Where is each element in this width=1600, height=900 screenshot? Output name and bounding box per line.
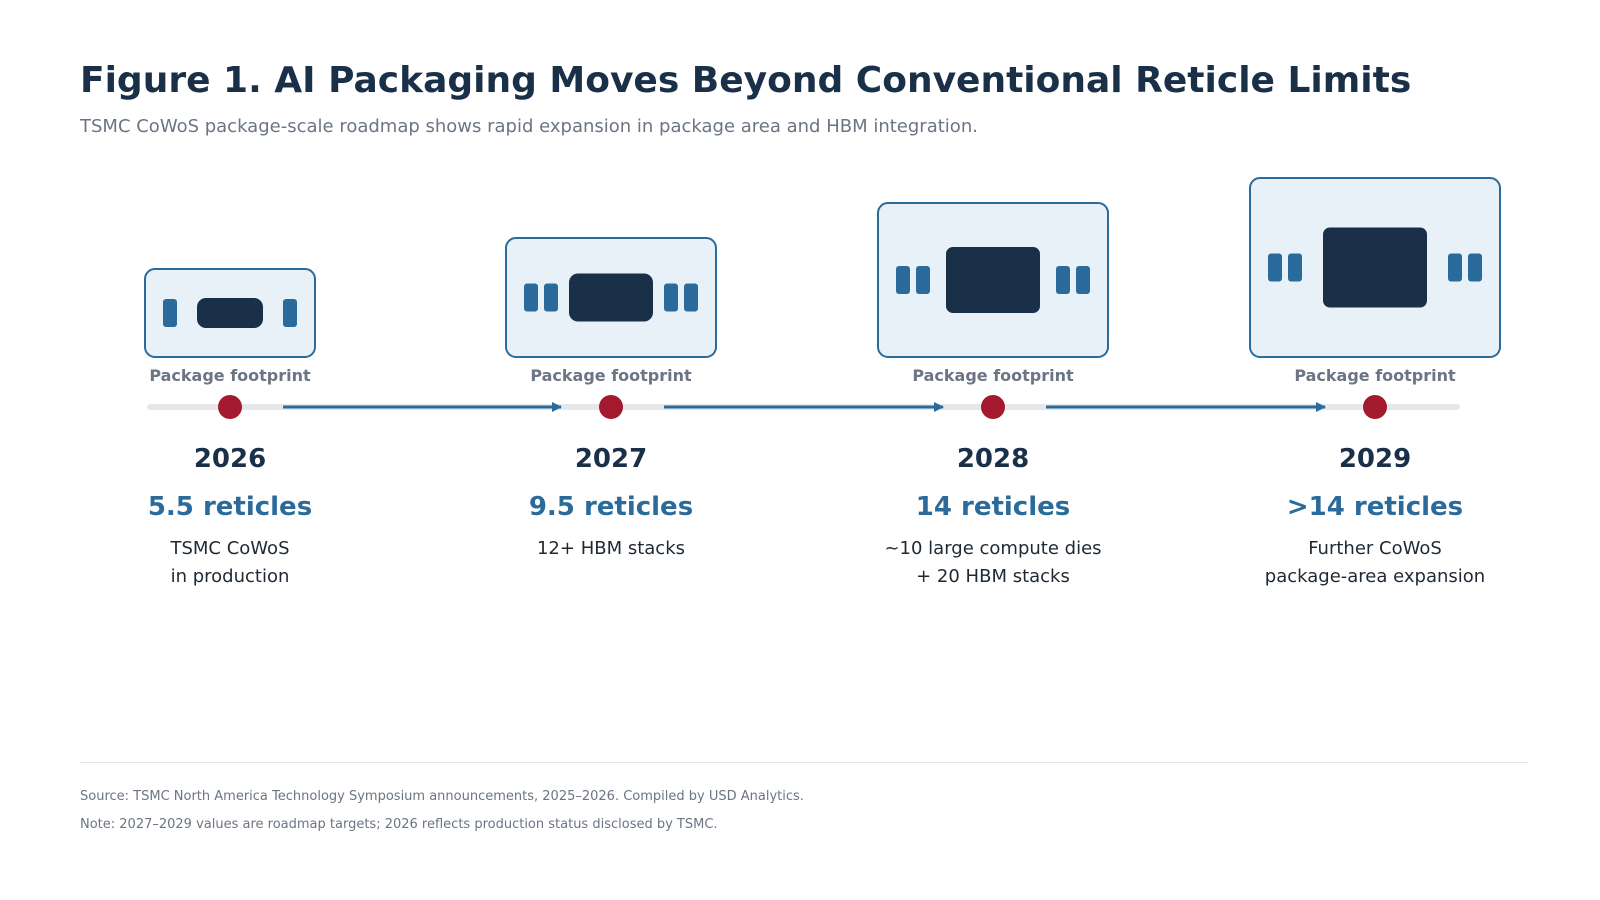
hbm-stack bbox=[684, 283, 698, 312]
hbm-stack bbox=[664, 283, 678, 312]
hbm-stack bbox=[283, 299, 297, 327]
milestone-description-line: TSMC CoWoS bbox=[169, 538, 289, 559]
milestone-year: 2027 bbox=[575, 444, 647, 474]
milestone-2027: Package footprint 2027 9.5 reticles 12+ HBM… bbox=[505, 237, 717, 559]
hbm-stack bbox=[1288, 253, 1302, 282]
milestone-metric: 14 reticles bbox=[916, 492, 1070, 522]
package-footprint-icon bbox=[877, 202, 1109, 358]
compute-die bbox=[197, 298, 263, 328]
milestone-year: 2026 bbox=[194, 444, 266, 474]
hbm-stack bbox=[524, 283, 538, 312]
milestone-description-line: ~10 large compute dies bbox=[884, 538, 1101, 559]
milestone-year: 2028 bbox=[957, 444, 1029, 474]
milestone-description-line: package-area expansion bbox=[1265, 566, 1485, 587]
milestone-metric: 5.5 reticles bbox=[148, 492, 312, 522]
figure-title: Figure 1. AI Packaging Moves Beyond Conv… bbox=[80, 60, 1412, 101]
footprint-label: Package footprint bbox=[530, 366, 692, 385]
milestone-marker bbox=[599, 395, 623, 419]
milestone-year: 2029 bbox=[1339, 444, 1411, 474]
roadmap-note: Note: 2027–2029 values are roadmap targe… bbox=[80, 817, 718, 832]
hbm-stack bbox=[1056, 266, 1070, 294]
hbm-stack bbox=[1076, 266, 1090, 294]
hbm-stack bbox=[544, 283, 558, 312]
compute-die bbox=[1323, 227, 1427, 308]
footprint-label: Package footprint bbox=[912, 366, 1074, 385]
footprint-label: Package footprint bbox=[149, 366, 311, 385]
hbm-stack bbox=[1448, 253, 1462, 282]
package-footprint-icon bbox=[144, 268, 316, 358]
milestone-metric: >14 reticles bbox=[1287, 492, 1463, 522]
compute-die bbox=[946, 247, 1040, 313]
hbm-stack bbox=[1468, 253, 1482, 282]
milestone-marker bbox=[981, 395, 1005, 419]
milestone-description-line: + 20 HBM stacks bbox=[916, 566, 1070, 587]
package-footprint-icon bbox=[505, 237, 717, 358]
milestone-2026: Package footprint 2026 5.5 reticles TSMC Co… bbox=[144, 268, 316, 587]
figure-subtitle: TSMC CoWoS package-scale roadmap shows r… bbox=[80, 116, 978, 137]
hbm-stack bbox=[163, 299, 177, 327]
source-note: Source: TSMC North America Technology Sy… bbox=[80, 789, 804, 804]
milestone-metric: 9.5 reticles bbox=[529, 492, 693, 522]
milestone-marker bbox=[218, 395, 242, 419]
milestones: Package footprint 2026 5.5 reticles TSMC Co… bbox=[144, 177, 1501, 587]
compute-die bbox=[569, 273, 653, 322]
hbm-stack bbox=[896, 266, 910, 294]
package-footprint-icon bbox=[1249, 177, 1501, 358]
footer-divider bbox=[80, 762, 1528, 763]
milestone-marker bbox=[1363, 395, 1387, 419]
hbm-stack bbox=[1268, 253, 1282, 282]
milestone-description-line: 12+ HBM stacks bbox=[537, 538, 685, 559]
roadmap-diagram: Package footprint 2026 5.5 reticles TSMC Co… bbox=[144, 177, 1501, 587]
milestone-2028: Package footprint 2028 14 reticles ~10 larg… bbox=[877, 202, 1109, 587]
milestone-description-line: in production bbox=[171, 566, 290, 587]
milestone-description-line: Further CoWoS bbox=[1308, 538, 1442, 559]
milestone-2029: Package footprint 2029 >14 reticles Further… bbox=[1249, 177, 1501, 587]
footprint-label: Package footprint bbox=[1294, 366, 1456, 385]
hbm-stack bbox=[916, 266, 930, 294]
